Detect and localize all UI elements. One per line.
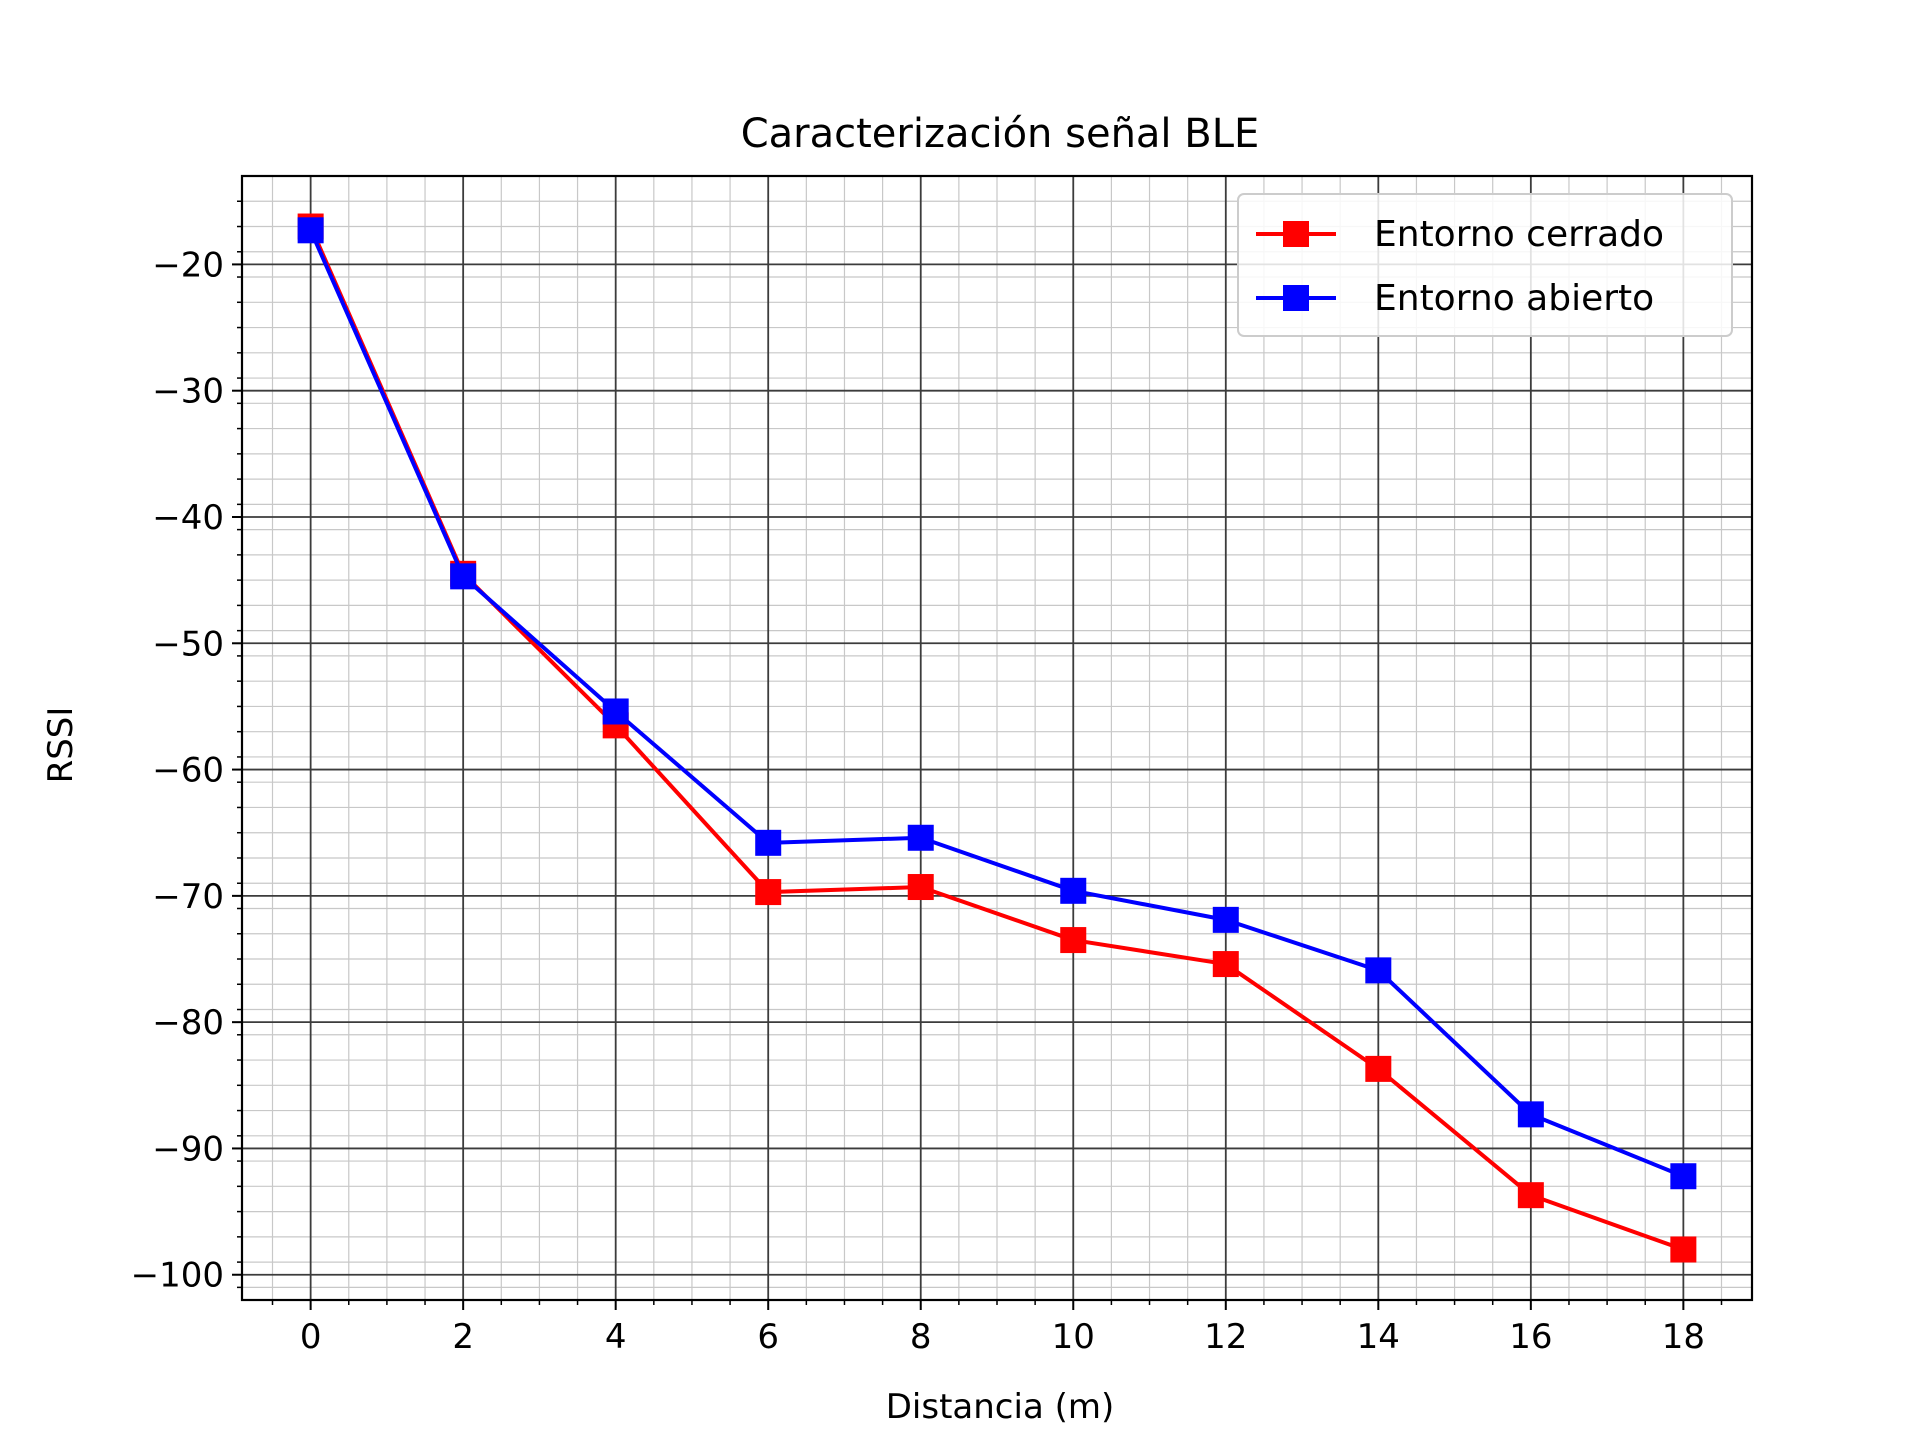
data-point-1 [1060, 927, 1087, 954]
y-tick-label: −70 [152, 877, 224, 917]
data-point-1 [755, 879, 782, 906]
x-tick-label: 16 [1509, 1317, 1552, 1357]
data-point-2 [1670, 1163, 1697, 1190]
series-line-1 [308, 225, 1685, 1252]
y-tick-label: −20 [152, 245, 224, 285]
y-tick-label: −50 [152, 624, 224, 664]
y-tick-label: −40 [152, 498, 224, 538]
data-point-1 [907, 874, 934, 901]
x-tick-label: 18 [1662, 1317, 1705, 1357]
y-tick-label: −60 [152, 751, 224, 791]
grid [242, 176, 1752, 1300]
data-point-1 [1212, 951, 1239, 978]
data-point-2 [1365, 957, 1392, 984]
data-point-1 [1365, 1055, 1392, 1082]
x-tick-label: 8 [910, 1317, 932, 1357]
x-axis-label: Distancia (m) [886, 1387, 1115, 1427]
legend-box [1237, 193, 1733, 337]
legend-label-1: Entorno cerrado [1374, 214, 1664, 255]
data-point-2 [907, 824, 934, 851]
x-tick-label: 10 [1052, 1317, 1095, 1357]
y-axis-label: RSSI [41, 707, 81, 784]
data-point-2 [1060, 877, 1087, 904]
x-tick-label: 6 [757, 1317, 779, 1357]
x-tick-label: 2 [452, 1317, 474, 1357]
legend-marker-2 [1283, 285, 1309, 311]
y-tick-label: −100 [131, 1256, 224, 1296]
series-layer [297, 213, 1697, 1263]
y-tick-label: −90 [152, 1129, 224, 1169]
legend-label-2: Entorno abierto [1374, 278, 1654, 319]
x-tick-label: 14 [1357, 1317, 1400, 1357]
data-point-2 [755, 829, 782, 856]
y-tick-label: −80 [152, 1003, 224, 1043]
x-tick-label: 12 [1204, 1317, 1247, 1357]
x-tick-label: 0 [300, 1317, 322, 1357]
data-point-2 [297, 217, 324, 244]
y-tick-label: −30 [152, 372, 224, 412]
chart-title: Caracterización señal BLE [741, 111, 1260, 157]
legend-marker-1 [1283, 221, 1309, 247]
series-line-2 [308, 229, 1685, 1179]
data-point-2 [450, 563, 477, 590]
x-tick-label: 4 [605, 1317, 627, 1357]
legend: Entorno cerrado Entorno abierto [1237, 193, 1733, 337]
data-point-2 [1212, 906, 1239, 933]
axes: 0 2 4 6 8 10 12 14 16 18 −20 −30 −40 −50 −60 −70 −80 −90 −… [131, 174, 1754, 1357]
data-point-1 [1517, 1182, 1544, 1209]
data-point-2 [1517, 1101, 1544, 1128]
data-point-2 [602, 698, 629, 725]
data-point-1 [1670, 1236, 1697, 1263]
